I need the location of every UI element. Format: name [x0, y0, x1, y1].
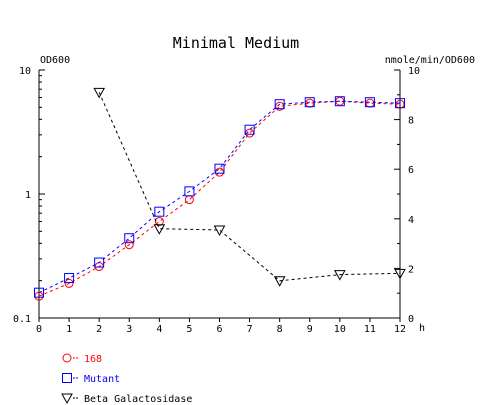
legend-marker: [62, 373, 72, 383]
legend-marker: [62, 353, 72, 363]
x-tick-label: 3: [126, 324, 132, 335]
data-point: [124, 240, 134, 250]
legend-entry: 168: [62, 353, 102, 365]
data-point: [94, 257, 105, 268]
chart-title: Minimal Medium: [173, 34, 299, 52]
data-point: [213, 225, 226, 236]
series-layer: [34, 87, 406, 301]
data-point: [334, 96, 345, 107]
series-line: [38, 100, 401, 294]
data-point: [34, 287, 44, 298]
x-tick-label: 6: [216, 324, 222, 335]
x-tick-label: 11: [364, 324, 376, 335]
x-tick-label: 7: [247, 324, 253, 335]
x-tick-label: 5: [186, 324, 192, 335]
data-point: [154, 206, 165, 217]
data-point: [333, 270, 346, 281]
data-point: [304, 97, 315, 108]
data-point: [64, 278, 74, 288]
data-point: [364, 97, 375, 108]
x-tick-label: 9: [307, 324, 313, 335]
series-line: [38, 100, 401, 297]
x-axis-label: h: [419, 323, 425, 334]
data-point: [394, 268, 406, 280]
x-tick-label: 0: [36, 324, 42, 335]
data-point: [93, 87, 106, 99]
x-tick-label: 2: [96, 324, 102, 335]
x-tick-label: 1: [66, 324, 72, 335]
left-tick-label: 0.1: [13, 314, 31, 325]
legend-marker: [61, 393, 73, 405]
data-point: [124, 233, 135, 244]
legend-entry: Beta Galactosidase: [61, 393, 192, 405]
x-tick-label: 4: [156, 324, 162, 335]
data-point: [395, 98, 405, 109]
x-tick-label: 8: [277, 324, 283, 335]
right-tick-label: 0: [408, 314, 414, 325]
legend-label: Mutant: [84, 374, 120, 385]
x-tick-label: 12: [394, 324, 406, 335]
legend-label: 168: [84, 354, 102, 365]
data-point: [64, 273, 75, 284]
data-point: [244, 124, 255, 135]
legend: 168 Mutant Beta Galactosidase: [61, 353, 192, 405]
right-tick-label: 6: [408, 165, 414, 176]
data-point: [184, 195, 194, 205]
series-2: [93, 87, 406, 287]
data-point: [154, 217, 164, 227]
data-point: [184, 186, 195, 197]
right-tick-label: 10: [408, 66, 420, 77]
x-tick-label: 10: [334, 324, 346, 335]
data-point: [153, 224, 166, 235]
series-1: [34, 96, 405, 298]
series-line: [98, 92, 401, 282]
left-tick-label: 10: [19, 66, 31, 77]
data-point: [214, 163, 225, 174]
series-0: [34, 96, 405, 301]
legend-entry: Mutant: [62, 373, 120, 385]
right-tick-label: 4: [408, 215, 414, 226]
data-point: [215, 167, 224, 177]
left-tick-label: 1: [25, 190, 31, 201]
left-axis-label: OD600: [40, 55, 70, 66]
right-tick-label: 2: [408, 264, 414, 275]
data-point: [273, 276, 286, 287]
right-axis-label: nmole/min/OD600: [385, 55, 475, 66]
legend-label: Beta Galactosidase: [84, 394, 192, 405]
data-point: [274, 99, 285, 110]
right-tick-label: 8: [408, 116, 414, 127]
